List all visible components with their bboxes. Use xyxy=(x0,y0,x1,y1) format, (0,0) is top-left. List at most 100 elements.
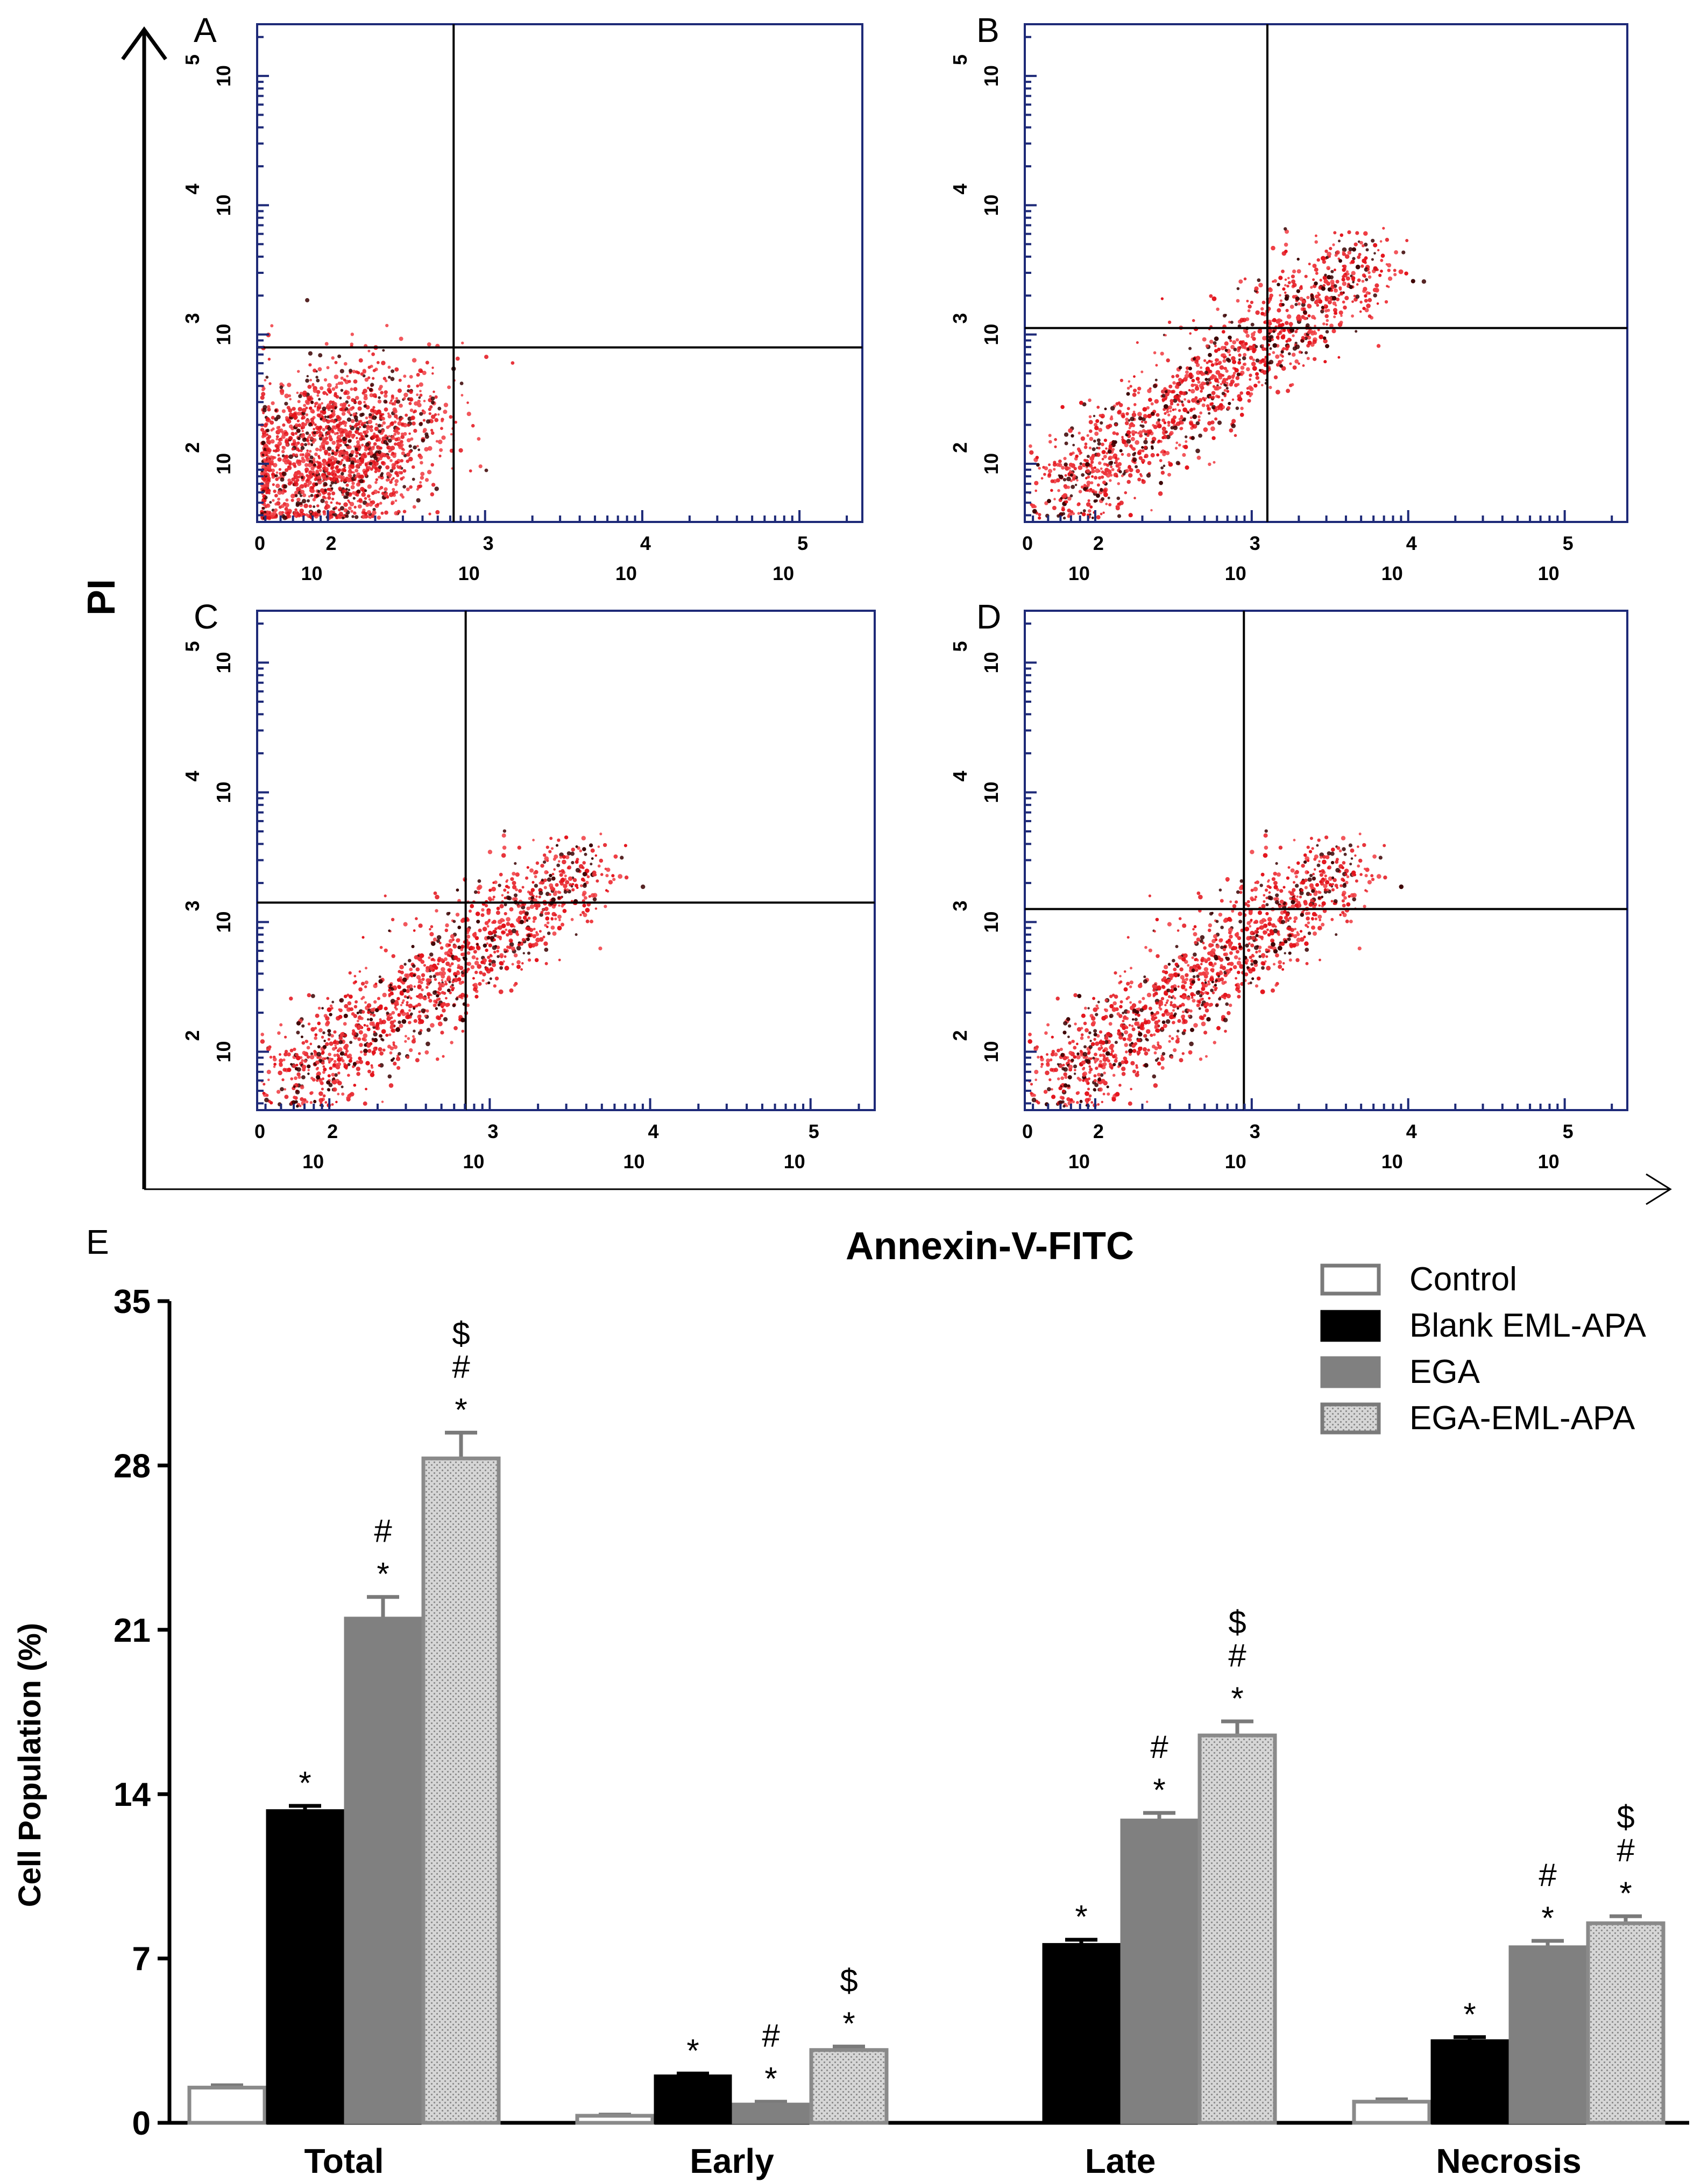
event-dot xyxy=(403,397,406,400)
y-tick-exponent: 3 xyxy=(181,313,203,324)
event-dot xyxy=(339,381,344,385)
event-dot xyxy=(381,361,386,365)
event-dot xyxy=(316,378,320,383)
event-dot xyxy=(310,1027,315,1032)
event-dot xyxy=(1166,434,1171,440)
event-dot xyxy=(1376,302,1379,305)
event-dot xyxy=(407,384,411,389)
event-dot xyxy=(419,390,422,393)
event-dot xyxy=(264,473,268,476)
event-dot xyxy=(400,477,403,481)
event-dot xyxy=(516,930,519,933)
event-dot xyxy=(292,413,297,418)
event-dot xyxy=(385,379,388,383)
event-dot xyxy=(335,478,338,481)
event-dot xyxy=(365,435,368,438)
event-dot xyxy=(1314,281,1318,286)
event-dot xyxy=(1188,347,1192,350)
event-dot xyxy=(447,385,451,390)
event-dot xyxy=(297,475,301,479)
event-dot xyxy=(1335,250,1340,255)
event-dot xyxy=(1202,337,1207,342)
event-dot xyxy=(280,391,285,396)
event-dot xyxy=(267,465,272,470)
event-dot xyxy=(422,410,426,415)
y-tick-base: 10 xyxy=(212,194,235,216)
event-dot xyxy=(326,997,330,1000)
event-dot xyxy=(1109,474,1113,477)
event-dot xyxy=(1177,403,1180,406)
event-dot xyxy=(1334,288,1338,293)
event-dot xyxy=(349,492,352,496)
event-dot xyxy=(393,403,396,406)
event-dot xyxy=(323,378,328,382)
event-dot xyxy=(1080,512,1083,514)
event-dot xyxy=(1065,466,1069,471)
event-dot xyxy=(1115,423,1117,426)
event-dot xyxy=(377,450,382,454)
event-dot xyxy=(388,446,392,449)
event-dot xyxy=(430,400,435,405)
event-dot xyxy=(324,467,329,471)
event-dot xyxy=(349,1007,354,1012)
event-dot xyxy=(412,421,416,426)
event-dot xyxy=(1268,352,1271,356)
event-dot xyxy=(389,469,394,473)
event-dot xyxy=(1301,336,1305,340)
event-dot xyxy=(1102,511,1105,514)
annexin-axis-arrow xyxy=(1646,1173,1672,1205)
event-dot xyxy=(1382,227,1385,230)
event-dot xyxy=(1307,330,1312,334)
event-dot xyxy=(1281,366,1286,371)
event-dot xyxy=(1225,386,1229,390)
event-dot xyxy=(1038,516,1041,520)
event-dot xyxy=(1174,385,1179,389)
event-dot xyxy=(501,894,504,897)
event-dot xyxy=(362,1010,365,1014)
event-dot xyxy=(504,955,507,958)
event-dot xyxy=(1103,439,1107,442)
event-dot xyxy=(516,945,521,951)
event-dot xyxy=(1069,494,1073,498)
pi-axis-arrow xyxy=(121,26,167,61)
event-dot xyxy=(1357,255,1361,259)
event-dot xyxy=(1361,279,1365,283)
event-dot xyxy=(1252,337,1256,341)
event-dot xyxy=(370,408,374,413)
event-dot xyxy=(418,995,423,1000)
event-dot xyxy=(1344,272,1347,276)
event-dot xyxy=(1074,484,1078,486)
event-dot xyxy=(1144,414,1148,419)
plot-frame xyxy=(1024,23,1628,523)
event-dot xyxy=(1068,467,1071,470)
event-dot xyxy=(355,455,358,458)
event-dot xyxy=(306,1046,310,1050)
event-dot xyxy=(358,463,362,467)
event-dot xyxy=(1342,264,1347,269)
event-dot xyxy=(299,453,303,457)
event-dot xyxy=(393,433,397,436)
event-dot xyxy=(1063,457,1067,461)
event-dot xyxy=(1116,496,1121,500)
event-dot xyxy=(1219,403,1223,407)
event-dot xyxy=(527,951,530,955)
event-dot xyxy=(1300,338,1305,343)
event-dot xyxy=(346,409,351,414)
event-dot xyxy=(390,377,395,382)
event-dot xyxy=(356,493,359,497)
x-tick-base: 10 xyxy=(458,562,480,584)
event-dot xyxy=(1125,469,1129,473)
event-dot xyxy=(533,928,536,930)
event-dot xyxy=(316,494,320,498)
event-dot xyxy=(337,468,342,472)
event-dot xyxy=(343,478,347,483)
event-dot xyxy=(359,457,365,463)
event-dot xyxy=(316,1051,322,1057)
event-dot xyxy=(362,509,366,512)
event-dot xyxy=(1141,424,1145,428)
event-dot xyxy=(1068,462,1073,467)
event-dot xyxy=(1177,397,1180,401)
event-dot xyxy=(564,874,567,878)
event-dot xyxy=(1124,491,1128,495)
event-dot xyxy=(1188,372,1193,377)
